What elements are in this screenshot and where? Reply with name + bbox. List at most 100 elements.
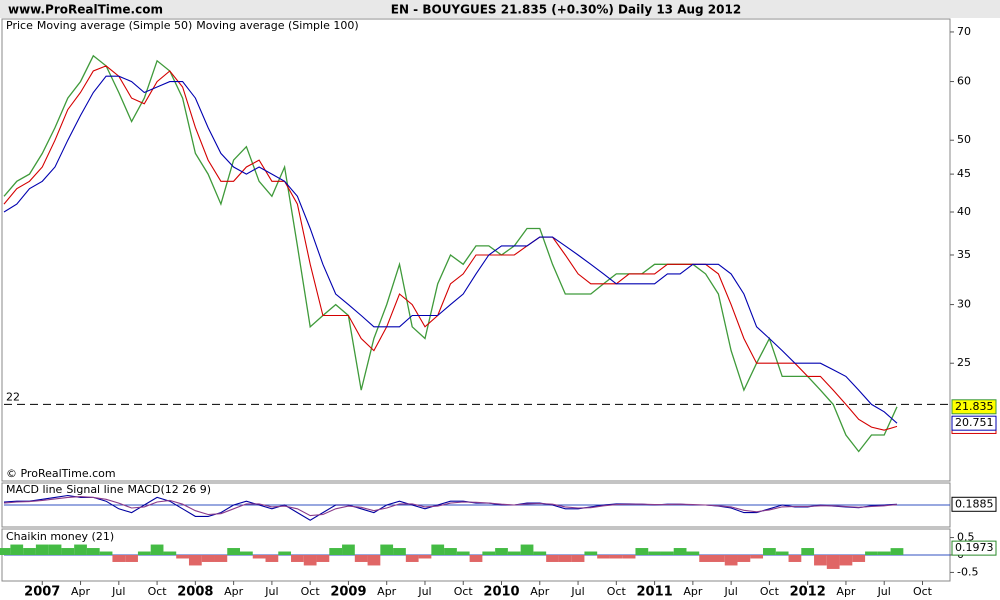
site-name: www.ProRealTime.com	[8, 3, 163, 17]
bar	[99, 551, 113, 555]
x-tick-label: 2009	[330, 585, 366, 600]
y-tick-label: 30	[957, 298, 971, 311]
bar	[826, 555, 840, 569]
price-panel	[1, 18, 951, 482]
bar	[418, 555, 432, 559]
bar	[558, 555, 572, 562]
reference-label: 22	[6, 390, 20, 403]
bar	[86, 548, 100, 555]
bar	[405, 555, 419, 562]
bar	[495, 548, 508, 555]
y-tick-label: -0.5	[957, 565, 978, 578]
series-line	[3, 75, 898, 424]
bar	[763, 548, 776, 555]
legend-entry: Moving average (Simple 100)	[196, 19, 358, 32]
series-line	[3, 496, 898, 517]
bar	[533, 551, 547, 555]
bar	[303, 555, 317, 566]
y-tick-label: 25	[957, 356, 971, 369]
series-line	[3, 54, 898, 453]
bar	[635, 548, 649, 555]
bar	[482, 551, 496, 555]
bar	[597, 555, 610, 559]
bar	[188, 555, 202, 566]
x-tick-label: 2010	[483, 585, 519, 600]
bar	[23, 548, 36, 555]
legend-entry: Price	[6, 19, 33, 32]
bar	[622, 555, 636, 559]
bar	[890, 548, 904, 555]
bar	[775, 551, 789, 555]
last-value-label: 20.751	[955, 416, 994, 429]
x-tick-label: Oct	[760, 585, 780, 598]
legend-entry: MACD line	[6, 483, 63, 496]
bar	[176, 555, 189, 559]
bar	[278, 551, 292, 555]
last-value-box	[951, 415, 997, 431]
bar	[712, 555, 725, 562]
x-tick-label: Oct	[913, 585, 933, 598]
panel-title: MACD(12 26 9)	[127, 483, 211, 496]
bar	[546, 555, 559, 562]
bar	[163, 551, 177, 555]
last-value-label: 21.835	[955, 400, 994, 413]
legend-entry: Signal line	[66, 483, 123, 496]
header-bar	[0, 0, 1000, 18]
bar	[316, 555, 330, 562]
x-tick-label: Jul	[877, 585, 891, 598]
bar	[660, 551, 674, 555]
bar	[750, 555, 764, 559]
bar	[125, 555, 138, 562]
bar	[112, 555, 126, 562]
bar	[240, 551, 253, 555]
bar	[571, 555, 585, 562]
y-tick-label: 0.5	[957, 531, 975, 544]
bar	[444, 548, 457, 555]
bar	[673, 548, 687, 555]
x-tick-label: 2011	[637, 585, 673, 600]
last-value-box	[951, 540, 997, 556]
last-value-label: 0.1973	[955, 541, 994, 554]
x-tick-label: Apr	[683, 585, 703, 598]
bar	[354, 555, 368, 562]
x-tick-label: Apr	[71, 585, 91, 598]
x-tick-label: Apr	[836, 585, 856, 598]
last-value-box	[951, 496, 997, 512]
bar	[291, 555, 304, 562]
bar	[150, 544, 164, 555]
x-tick-label: Oct	[607, 585, 627, 598]
bar	[35, 544, 49, 555]
bar	[137, 551, 151, 555]
last-value-label: 0.1885	[955, 497, 994, 510]
bar	[507, 551, 521, 555]
bar	[520, 544, 534, 555]
bar	[201, 555, 215, 562]
legend-entry: Moving average (Simple 50)	[37, 19, 192, 32]
x-tick-label: 2012	[790, 585, 826, 600]
bar	[0, 548, 11, 555]
x-tick-label: Oct	[301, 585, 321, 598]
bar	[788, 555, 802, 562]
bar	[865, 551, 878, 555]
x-tick-label: Apr	[224, 585, 244, 598]
bar	[699, 555, 712, 562]
bar	[10, 544, 24, 555]
bar	[648, 551, 661, 555]
x-tick-label: Oct	[148, 585, 168, 598]
bar	[469, 555, 483, 562]
bar	[227, 548, 240, 555]
series-line	[3, 494, 898, 521]
bar	[877, 551, 891, 555]
x-tick-label: Jul	[111, 585, 125, 598]
x-tick-label: Apr	[377, 585, 397, 598]
y-tick-label: 50	[957, 133, 971, 146]
y-tick-label: 40	[957, 205, 971, 218]
bar	[380, 544, 394, 555]
bar	[329, 548, 343, 555]
x-tick-label: Jul	[570, 585, 584, 598]
chart-title: EN - BOUYGUES 21.835 (+0.30%) Daily 13 A…	[391, 3, 741, 17]
y-tick-label: 45	[957, 167, 971, 180]
bar	[48, 544, 62, 555]
x-tick-label: 2008	[177, 585, 213, 600]
